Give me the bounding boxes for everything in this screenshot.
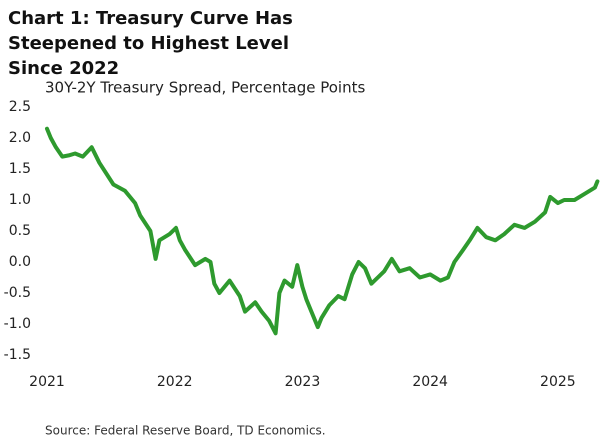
y-tick-label: -0.5	[4, 285, 31, 301]
y-tick-label: -1.0	[4, 316, 31, 332]
y-tick-label: 0.0	[9, 254, 31, 270]
y-tick-label: -1.5	[4, 347, 31, 363]
data-line	[45, 126, 600, 336]
x-tick-label: 2021	[29, 374, 65, 390]
y-tick-label: 2.5	[9, 99, 31, 115]
chart-subtitle: 30Y-2Y Treasury Spread, Percentage Point…	[45, 79, 365, 97]
y-tick-label: 0.5	[9, 223, 31, 239]
x-tick-label: 2025	[540, 374, 576, 390]
x-tick-label: 2022	[157, 374, 193, 390]
chart-title: Chart 1: Treasury Curve Has Steepened to…	[8, 8, 293, 79]
y-tick-label: 1.5	[9, 161, 31, 177]
y-tick-label: 1.0	[9, 192, 31, 208]
source-note: Source: Federal Reserve Board, TD Econom…	[45, 424, 326, 438]
x-tick-label: 2023	[285, 374, 321, 390]
x-tick-label: 2024	[412, 374, 448, 390]
y-tick-label: 2.0	[9, 130, 31, 146]
